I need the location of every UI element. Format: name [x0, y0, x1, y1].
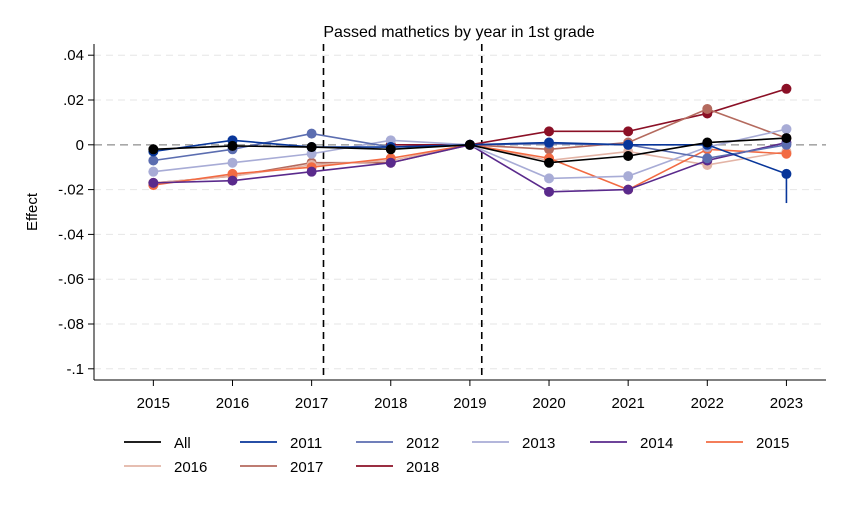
data-point [623, 184, 634, 195]
x-tick-label: 2019 [453, 395, 486, 412]
data-point [623, 139, 634, 150]
data-point [148, 144, 159, 155]
data-point [781, 168, 792, 179]
data-point [544, 126, 555, 137]
y-tick-label: 0 [76, 137, 84, 154]
data-point [702, 137, 713, 148]
x-tick-label: 2020 [532, 395, 565, 412]
data-point [385, 144, 396, 155]
y-tick-label: .02 [63, 92, 84, 109]
y-tick-label: -.02 [58, 182, 84, 199]
data-point [227, 175, 238, 186]
data-point [148, 166, 159, 177]
data-point [623, 151, 634, 161]
data-point [306, 128, 317, 139]
legend-item-2011: 2011 [240, 435, 322, 452]
data-point [544, 173, 555, 184]
series-line [153, 143, 787, 191]
gridlines [94, 44, 826, 380]
data-point [148, 177, 159, 188]
data-point [227, 140, 238, 151]
data-point [781, 148, 792, 159]
data-point [781, 133, 792, 144]
data-point [148, 155, 159, 166]
y-tick-label: .04 [63, 47, 84, 64]
data-point [702, 153, 713, 164]
y-tick-label: -.06 [58, 271, 84, 288]
legend-item-2018: 2018 [356, 459, 439, 476]
legend-item-2015: 2015 [706, 435, 789, 452]
chart-title: Passed mathetics by year in 1st grade [323, 24, 594, 41]
data-point [623, 171, 634, 182]
legend-item-2017: 2017 [240, 459, 323, 476]
legend-item-2014: 2014 [590, 435, 673, 452]
legend: All 2011 2012 2013 2014 2015 2016 2017 2018 [124, 435, 789, 476]
series-all [148, 133, 792, 168]
legend-item-2013: 2013 [472, 435, 555, 452]
legend-label: 2018 [406, 459, 439, 476]
legend-label: 2016 [174, 459, 207, 476]
data-point [781, 83, 792, 94]
data-point [544, 157, 555, 168]
series-line [153, 141, 787, 193]
data-point [702, 103, 713, 114]
y-tick-label: -.04 [58, 226, 84, 243]
x-tick-label: 2017 [295, 395, 328, 412]
x-tick-label: 2018 [374, 395, 407, 412]
axes: .04 .02 0 -.02 -.04 -.06 -.08 -.1 2015 2016 2017 20… [58, 44, 826, 412]
x-tick-label: 2021 [611, 395, 644, 412]
legend-label: 2017 [290, 459, 323, 476]
y-tick-label: -.1 [66, 361, 84, 378]
legend-label: 2013 [522, 435, 555, 452]
data-point [544, 137, 555, 148]
legend-item-2016: 2016 [124, 459, 207, 476]
y-axis-label: Effect [24, 192, 41, 231]
y-tick-label: -.08 [58, 316, 84, 333]
data-point [306, 142, 317, 153]
x-tick-label: 2023 [770, 395, 803, 412]
series-line [153, 128, 787, 180]
x-tick-label: 2015 [137, 395, 170, 412]
legend-label: 2012 [406, 435, 439, 452]
legend-label: 2014 [640, 435, 673, 452]
data-point [623, 126, 634, 137]
data-point [227, 157, 238, 168]
data-point [385, 157, 396, 168]
legend-label: All [174, 435, 191, 452]
legend-item-all: All [124, 435, 191, 452]
data-point [544, 186, 555, 197]
data-point [306, 166, 317, 177]
x-tick-label: 2022 [691, 395, 724, 412]
series-line [153, 143, 787, 184]
legend-label: 2011 [290, 435, 322, 452]
series-group [148, 83, 792, 204]
data-point [464, 139, 475, 150]
legend-label: 2015 [756, 435, 789, 452]
data-point [781, 124, 792, 135]
legend-item-2012: 2012 [356, 435, 439, 452]
x-tick-label: 2016 [216, 395, 249, 412]
